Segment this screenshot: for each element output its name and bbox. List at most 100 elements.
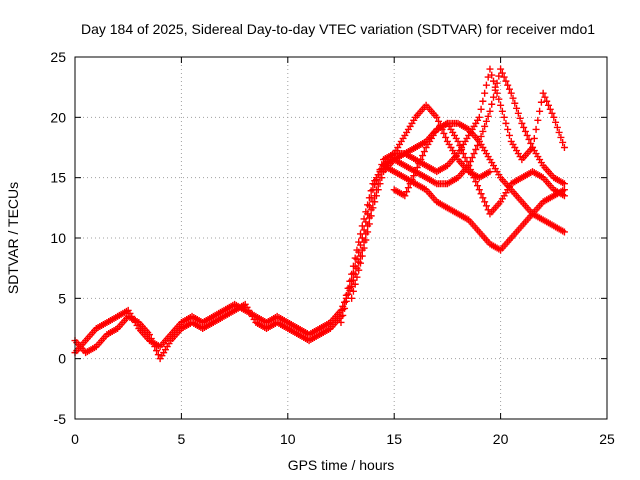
data-point (484, 112, 492, 120)
data-point (486, 168, 494, 176)
data-point (342, 297, 350, 305)
data-point (479, 127, 487, 135)
data-point (364, 228, 372, 236)
data-point (419, 152, 427, 160)
data-point (477, 190, 485, 198)
data-point (560, 186, 568, 194)
data-point (463, 158, 471, 166)
y-axis-label: SDTVAR / TECUs (5, 182, 21, 294)
data-point (408, 176, 416, 184)
series-track-6 (390, 119, 568, 218)
data-point (355, 266, 363, 274)
data-point (456, 141, 464, 149)
data-point (348, 294, 356, 302)
data-point (493, 89, 501, 97)
y-tick-label: 25 (50, 49, 66, 65)
data-point (543, 97, 551, 105)
data-point (153, 347, 161, 355)
data-point (364, 210, 372, 218)
data-point (401, 192, 409, 200)
data-point (518, 119, 526, 127)
data-point (500, 113, 508, 121)
axis-ticks (74, 56, 608, 420)
data-point (406, 180, 414, 188)
data-point (544, 101, 552, 109)
data-point (482, 117, 490, 125)
data-point (415, 160, 423, 168)
data-point (472, 146, 480, 154)
x-tick-label: 5 (178, 431, 186, 447)
data-point (511, 99, 519, 107)
data-point (560, 144, 568, 151)
data-point (546, 105, 554, 113)
data-point (358, 222, 366, 230)
data-point (559, 138, 567, 146)
data-point (529, 144, 537, 151)
data-point (537, 98, 545, 106)
data-point (365, 202, 373, 210)
data-point (482, 81, 490, 89)
data-point (369, 204, 377, 212)
data-point (481, 89, 489, 97)
x-tick-label: 0 (71, 431, 79, 447)
data-point (346, 283, 354, 291)
data-point (513, 104, 521, 112)
data-point (371, 181, 379, 189)
data-point (557, 133, 565, 141)
data-point (550, 113, 558, 121)
data-point (442, 133, 450, 141)
data-point (472, 178, 480, 186)
data-point (458, 146, 466, 154)
data-point (502, 77, 510, 85)
data-point (367, 194, 375, 202)
data-point (486, 107, 494, 115)
x-tick-label: 20 (493, 431, 509, 447)
data-point (498, 69, 506, 77)
data-point (497, 65, 505, 73)
data-point (357, 259, 365, 267)
y-tick-label: 20 (50, 109, 66, 125)
data-point (376, 180, 384, 188)
data-point (468, 154, 476, 162)
data-point (404, 184, 412, 192)
data-point (514, 109, 522, 117)
y-tick-labels: -5 0 5 10 15 20 25 (50, 49, 66, 427)
data-point (555, 128, 563, 136)
data-point (502, 119, 510, 127)
data-point (371, 198, 379, 206)
data-point (530, 134, 538, 142)
data-point (470, 150, 478, 158)
data-point (560, 180, 568, 188)
data-point (374, 186, 382, 194)
data-point (413, 164, 421, 172)
data-point (474, 141, 482, 149)
data-point (495, 95, 503, 103)
data-point (417, 156, 425, 164)
data-point (358, 252, 366, 260)
data-point (360, 226, 368, 234)
data-point (534, 116, 542, 124)
data-point (147, 335, 155, 343)
data-point (149, 339, 157, 347)
data-point (493, 79, 501, 87)
data-point (365, 220, 373, 228)
data-point (495, 72, 503, 80)
data-point (154, 351, 162, 359)
data-point (367, 212, 375, 220)
data-point (560, 228, 568, 236)
data-point (353, 255, 361, 263)
data-point (403, 188, 411, 196)
data-point (351, 280, 359, 288)
data-point (358, 234, 366, 242)
data-point (341, 304, 349, 312)
data-point (509, 94, 517, 102)
data-point (475, 137, 483, 145)
data-point (497, 101, 505, 109)
data-point (539, 89, 547, 97)
data-point (507, 89, 515, 97)
data-point (504, 81, 512, 89)
data-point (348, 276, 356, 284)
data-point (536, 107, 544, 115)
data-point (459, 150, 467, 158)
